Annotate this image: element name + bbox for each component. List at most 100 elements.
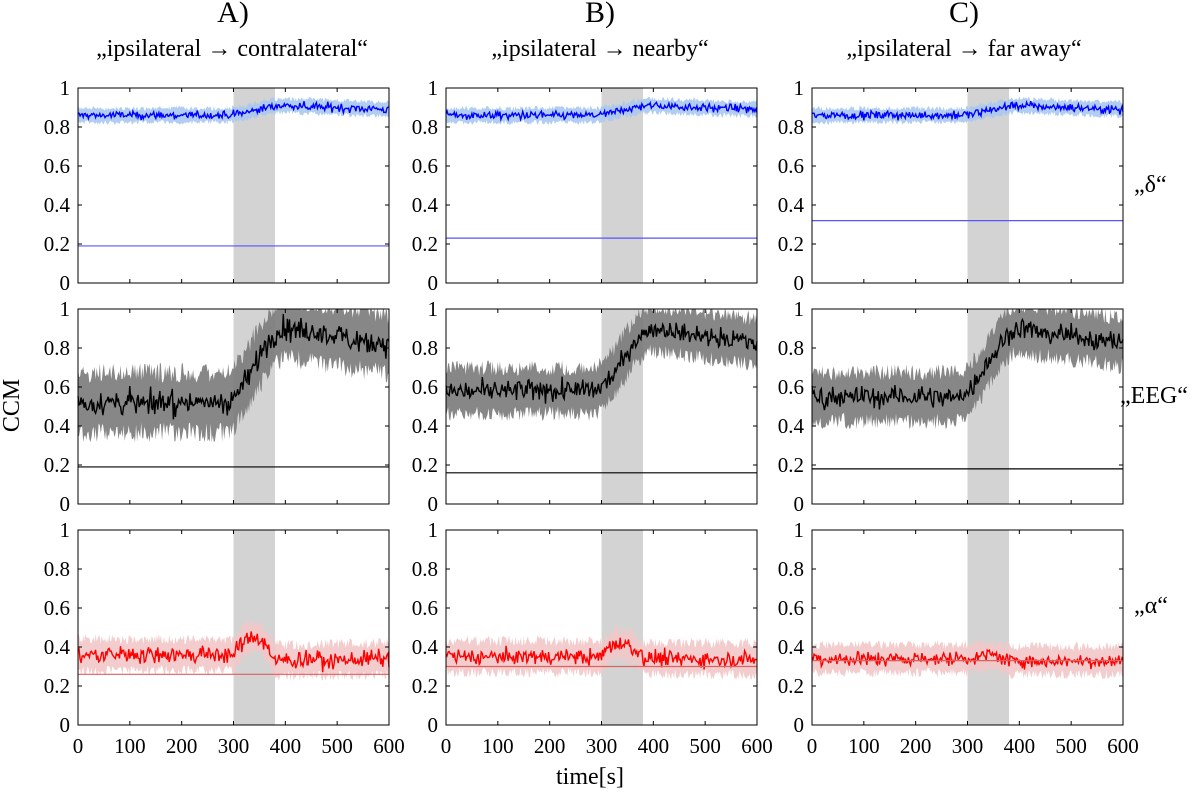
x-tick-label-r2c1-3: 300 bbox=[586, 734, 618, 758]
y-tick-label-r2c0-2: 0.4 bbox=[44, 635, 71, 659]
y-tick-label-r2c0-1: 0.2 bbox=[44, 674, 70, 698]
row-label-eeg: „EEG“ bbox=[1120, 383, 1188, 409]
y-tick-label-r0c1-3: 0.6 bbox=[412, 154, 438, 178]
y-tick-label-r2c1-5: 1 bbox=[428, 518, 439, 542]
x-tick-label-r2c1-6: 600 bbox=[741, 734, 773, 758]
x-tick-label-r2c2-1: 100 bbox=[848, 734, 880, 758]
variability-band-r1c1 bbox=[446, 309, 757, 422]
x-tick-label-r2c0-0: 0 bbox=[73, 734, 84, 758]
y-tick-label-r0c1-1: 0.2 bbox=[412, 232, 438, 256]
y-tick-label-r2c2-5: 1 bbox=[794, 518, 805, 542]
column-letter-b: B) bbox=[585, 0, 615, 29]
x-tick-label-r2c2-0: 0 bbox=[807, 734, 818, 758]
row-label-alpha: „α“ bbox=[1134, 593, 1168, 619]
column-letter-c: C) bbox=[949, 0, 979, 29]
x-tick-label-r2c2-6: 600 bbox=[1107, 734, 1139, 758]
y-tick-label-r1c1-0: 0 bbox=[428, 492, 439, 516]
y-tick-label-r2c2-3: 0.6 bbox=[778, 596, 804, 620]
shaded-interval-r2c2 bbox=[967, 530, 1009, 725]
y-tick-label-r2c1-4: 0.8 bbox=[412, 557, 438, 581]
row-label-delta: „δ“ bbox=[1134, 172, 1167, 198]
y-tick-label-r2c1-0: 0 bbox=[428, 713, 439, 737]
y-tick-label-r1c2-5: 1 bbox=[794, 297, 805, 321]
series-line-r2c1 bbox=[445, 637, 758, 670]
x-tick-label-r2c0-6: 600 bbox=[373, 734, 405, 758]
y-tick-label-r1c0-1: 0.2 bbox=[44, 453, 70, 477]
y-tick-label-r0c1-5: 1 bbox=[428, 76, 439, 100]
y-tick-label-r2c2-2: 0.4 bbox=[778, 635, 805, 659]
y-tick-label-r2c1-3: 0.6 bbox=[412, 596, 438, 620]
variability-band-r2c2 bbox=[812, 637, 1123, 680]
variability-band-r0c2 bbox=[812, 96, 1123, 125]
x-tick-label-r2c2-3: 300 bbox=[952, 734, 984, 758]
x-tick-label-r2c0-4: 400 bbox=[270, 734, 302, 758]
x-tick-label-r2c2-2: 200 bbox=[900, 734, 932, 758]
y-tick-label-r2c2-4: 0.8 bbox=[778, 557, 804, 581]
y-tick-label-r2c2-0: 0 bbox=[794, 713, 805, 737]
series-line-r0c0 bbox=[78, 100, 390, 121]
y-tick-label-r0c1-4: 0.8 bbox=[412, 115, 438, 139]
x-tick-label-r2c1-5: 500 bbox=[689, 734, 721, 758]
shaded-interval-r2c1 bbox=[601, 530, 643, 725]
shaded-interval-r0c0 bbox=[233, 88, 275, 283]
x-tick-label-r2c1-0: 0 bbox=[441, 734, 452, 758]
y-tick-label-r2c1-1: 0.2 bbox=[412, 674, 438, 698]
series-line-r2c0 bbox=[77, 631, 390, 673]
column-letter-a: A) bbox=[217, 0, 249, 29]
x-tick-label-r2c1-1: 100 bbox=[482, 734, 514, 758]
y-tick-label-r1c0-5: 1 bbox=[60, 297, 71, 321]
shaded-interval-r0c2 bbox=[967, 88, 1009, 283]
y-tick-label-r1c1-5: 1 bbox=[428, 297, 439, 321]
column-subtitle-b: „ipsilateral → nearby“ bbox=[491, 36, 709, 62]
y-tick-label-r1c0-3: 0.6 bbox=[44, 375, 70, 399]
x-tick-label-r2c0-3: 300 bbox=[218, 734, 250, 758]
y-tick-label-r2c1-2: 0.4 bbox=[412, 635, 439, 659]
series-line-r1c1 bbox=[445, 321, 758, 404]
x-axis-label: time[s] bbox=[556, 764, 624, 790]
y-tick-label-r2c0-5: 1 bbox=[60, 518, 71, 542]
y-tick-label-r0c2-5: 1 bbox=[794, 76, 805, 100]
y-tick-label-r1c2-2: 0.4 bbox=[778, 414, 805, 438]
y-tick-label-r2c0-0: 0 bbox=[60, 713, 71, 737]
y-tick-label-r1c2-1: 0.2 bbox=[778, 453, 804, 477]
y-tick-label-r1c0-0: 0 bbox=[60, 492, 71, 516]
y-tick-label-r1c2-4: 0.8 bbox=[778, 336, 804, 360]
y-tick-label-r0c2-0: 0 bbox=[794, 271, 805, 295]
y-tick-label-r0c0-5: 1 bbox=[60, 76, 71, 100]
y-tick-label-r1c0-4: 0.8 bbox=[44, 336, 70, 360]
y-tick-label-r1c1-2: 0.4 bbox=[412, 414, 439, 438]
column-subtitle-a: „ipsilateral → contralateral“ bbox=[96, 36, 368, 62]
y-tick-label-r2c2-1: 0.2 bbox=[778, 674, 804, 698]
variability-band-r1c2 bbox=[812, 309, 1123, 430]
y-tick-label-r0c0-3: 0.6 bbox=[44, 154, 70, 178]
y-tick-label-r2c0-3: 0.6 bbox=[44, 596, 70, 620]
x-tick-label-r2c2-5: 500 bbox=[1055, 734, 1087, 758]
y-tick-label-r1c1-3: 0.6 bbox=[412, 375, 438, 399]
y-tick-label-r1c0-2: 0.4 bbox=[44, 414, 71, 438]
y-tick-label-r0c2-4: 0.8 bbox=[778, 115, 804, 139]
y-tick-label-r0c2-2: 0.4 bbox=[778, 193, 805, 217]
x-tick-label-r2c0-2: 200 bbox=[166, 734, 198, 758]
y-tick-label-r0c1-0: 0 bbox=[428, 271, 439, 295]
y-tick-label-r2c0-4: 0.8 bbox=[44, 557, 70, 581]
variability-band-r0c1 bbox=[446, 96, 757, 125]
y-tick-label-r1c1-1: 0.2 bbox=[412, 453, 438, 477]
x-tick-label-r2c0-5: 500 bbox=[321, 734, 353, 758]
variability-band-r2c0 bbox=[78, 619, 389, 682]
column-subtitle-c: „ipsilateral → far away“ bbox=[846, 36, 1082, 62]
y-tick-label-r0c0-2: 0.4 bbox=[44, 193, 71, 217]
y-tick-label-r0c1-2: 0.4 bbox=[412, 193, 439, 217]
x-tick-label-r2c0-1: 100 bbox=[114, 734, 146, 758]
y-tick-label-r0c0-0: 0 bbox=[60, 271, 71, 295]
x-tick-label-r2c2-4: 400 bbox=[1004, 734, 1036, 758]
series-line-r0c2 bbox=[811, 100, 1124, 122]
x-tick-label-r2c1-4: 400 bbox=[638, 734, 670, 758]
y-tick-label-r0c0-1: 0.2 bbox=[44, 232, 70, 256]
y-tick-label-r0c2-3: 0.6 bbox=[778, 154, 804, 178]
y-tick-label-r1c1-4: 0.8 bbox=[412, 336, 438, 360]
series-line-r1c2 bbox=[811, 317, 1124, 411]
y-tick-label-r0c0-4: 0.8 bbox=[44, 115, 70, 139]
y-tick-label-r1c2-0: 0 bbox=[794, 492, 805, 516]
x-tick-label-r2c1-2: 200 bbox=[534, 734, 566, 758]
